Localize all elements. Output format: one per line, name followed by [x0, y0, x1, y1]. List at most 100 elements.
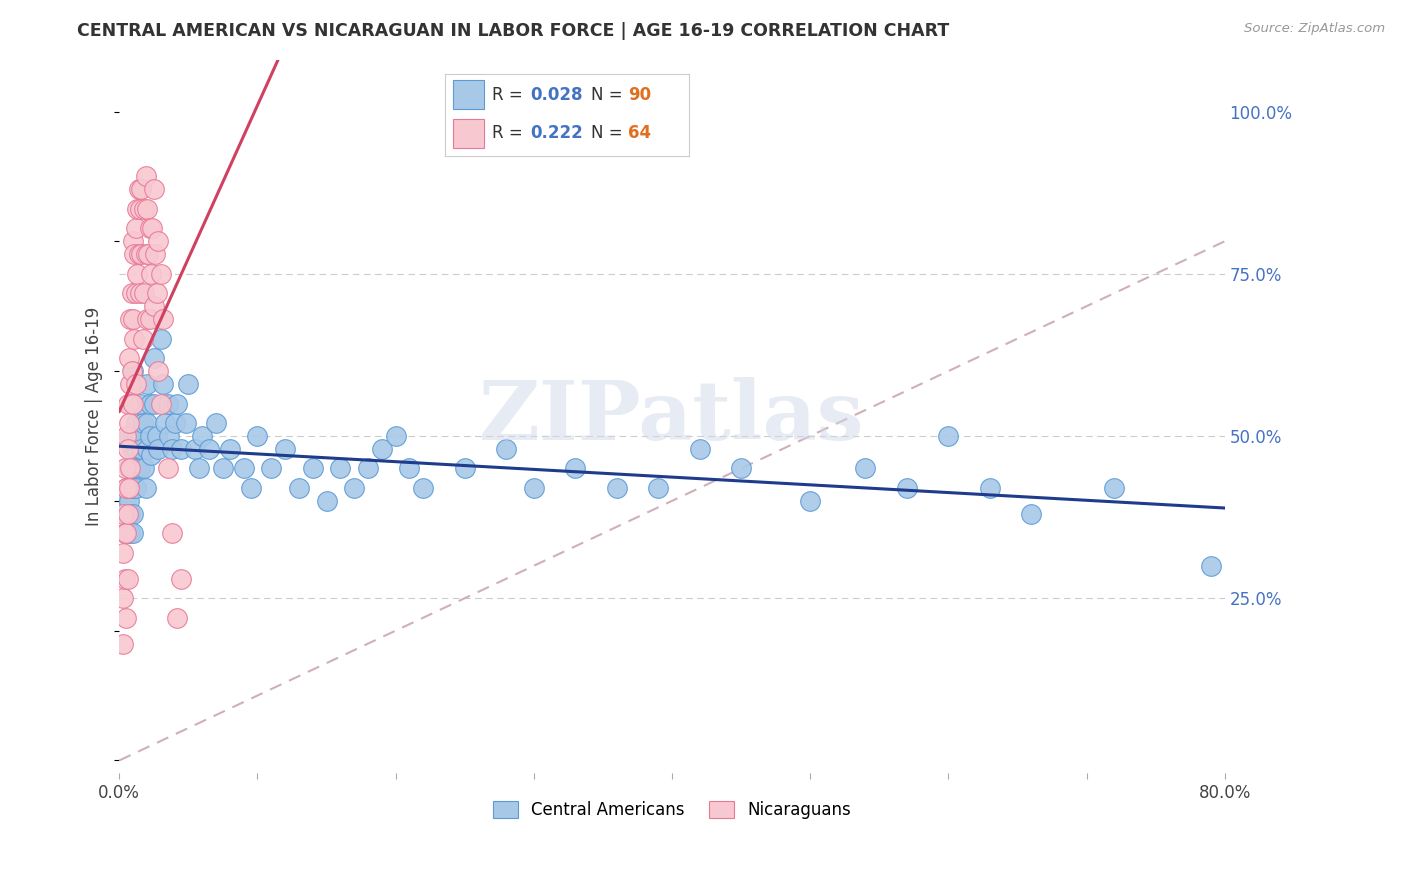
Point: [170, 572, 193, 586]
Point: [166, 610, 188, 624]
Point: [145, 286, 167, 301]
Point: [136, 247, 159, 261]
Point: [112, 591, 135, 606]
Point: [118, 351, 141, 365]
Point: [139, 449, 162, 463]
Y-axis label: In Labor Force | Age 16-19: In Labor Force | Age 16-19: [86, 307, 103, 526]
Point: [129, 202, 152, 216]
Point: [301, 461, 323, 475]
Point: [117, 572, 139, 586]
Point: [128, 247, 150, 261]
Point: [120, 481, 142, 495]
Point: [115, 481, 138, 495]
Point: [288, 481, 311, 495]
Point: [125, 377, 148, 392]
Point: [799, 494, 821, 508]
Text: Source: ZipAtlas.com: Source: ZipAtlas.com: [1244, 22, 1385, 36]
Point: [454, 461, 477, 475]
Point: [120, 507, 142, 521]
Point: [239, 481, 262, 495]
Point: [689, 442, 711, 456]
Point: [166, 396, 188, 410]
Point: [114, 526, 136, 541]
Point: [142, 182, 165, 196]
Point: [855, 461, 877, 475]
Point: [115, 526, 138, 541]
Point: [127, 429, 149, 443]
Point: [1199, 558, 1222, 573]
Point: [115, 507, 138, 521]
Point: [122, 396, 145, 410]
Point: [135, 247, 157, 261]
Point: [371, 442, 394, 456]
Point: [564, 461, 586, 475]
Point: [1102, 481, 1125, 495]
Point: [121, 364, 143, 378]
Point: [495, 442, 517, 456]
Point: [135, 416, 157, 430]
Point: [152, 312, 174, 326]
Point: [122, 235, 145, 249]
Point: [115, 494, 138, 508]
Point: [174, 416, 197, 430]
Point: [122, 364, 145, 378]
Point: [115, 429, 138, 443]
Point: [188, 461, 211, 475]
Point: [122, 312, 145, 326]
Point: [730, 461, 752, 475]
Point: [156, 461, 179, 475]
Point: [412, 481, 434, 495]
Point: [127, 461, 149, 475]
Point: [125, 481, 148, 495]
Text: ZIPatlas: ZIPatlas: [479, 376, 865, 457]
Point: [125, 221, 148, 235]
Point: [118, 494, 141, 508]
Point: [120, 461, 142, 475]
Point: [129, 286, 152, 301]
Point: [131, 442, 153, 456]
Point: [131, 247, 153, 261]
Point: [125, 416, 148, 430]
Point: [260, 461, 283, 475]
Point: [205, 416, 228, 430]
Point: [124, 247, 146, 261]
Point: [896, 481, 918, 495]
Text: CENTRAL AMERICAN VS NICARAGUAN IN LABOR FORCE | AGE 16-19 CORRELATION CHART: CENTRAL AMERICAN VS NICARAGUAN IN LABOR …: [77, 22, 949, 40]
Point: [122, 507, 145, 521]
Point: [142, 351, 165, 365]
Point: [112, 637, 135, 651]
Point: [938, 429, 960, 443]
Point: [398, 461, 420, 475]
Point: [149, 332, 172, 346]
Point: [115, 481, 138, 495]
Point: [115, 610, 138, 624]
Point: [134, 286, 156, 301]
Point: [246, 429, 269, 443]
Point: [142, 299, 165, 313]
Point: [117, 396, 139, 410]
Point: [606, 481, 628, 495]
Point: [114, 572, 136, 586]
Point: [343, 481, 366, 495]
Point: [139, 267, 162, 281]
Point: [152, 377, 174, 392]
Point: [125, 442, 148, 456]
Point: [114, 461, 136, 475]
Point: [122, 461, 145, 475]
Point: [121, 396, 143, 410]
Point: [384, 429, 406, 443]
Point: [127, 267, 149, 281]
Point: [138, 429, 160, 443]
Point: [138, 396, 160, 410]
Point: [138, 312, 160, 326]
Point: [117, 507, 139, 521]
Point: [315, 494, 337, 508]
Point: [135, 312, 157, 326]
Point: [115, 526, 138, 541]
Point: [122, 429, 145, 443]
Point: [357, 461, 380, 475]
Point: [124, 332, 146, 346]
Point: [120, 312, 142, 326]
Point: [218, 442, 240, 456]
Point: [118, 461, 141, 475]
